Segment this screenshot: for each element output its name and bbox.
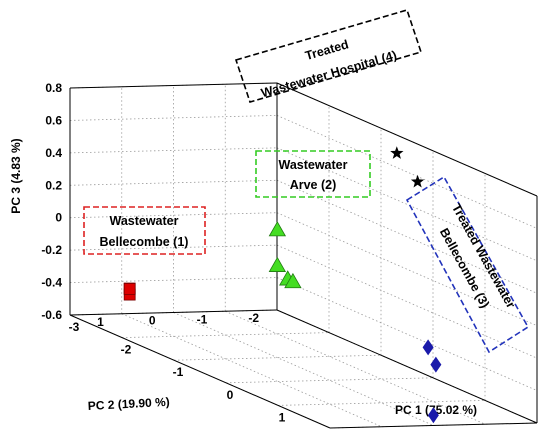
floor-grid-line: [225, 377, 434, 384]
x-tick-label: -3: [69, 320, 80, 334]
axis-edge: [69, 309, 278, 316]
annotation-bellecombe: Wastewater Bellecombe (1): [83, 206, 206, 255]
arve-point: [268, 256, 287, 272]
axis-edge: [329, 422, 538, 429]
annotation-box-hospital: [234, 9, 423, 103]
annotation-hospital: Treated Wastewater Hospital (4): [234, 9, 423, 103]
z-tick-label: -0.4: [41, 276, 62, 290]
back-wall-grid-line: [276, 147, 538, 262]
left-wall-grid-line: [69, 244, 278, 251]
axes-box: [69, 82, 538, 429]
left-wall-grid-line: [69, 115, 278, 121]
tick-labels: -3-2-1012-2-101-0.6-0.4-0.200.20.40.60.8: [41, 81, 337, 434]
y-axis-title: PC 2 (19.90 %): [87, 395, 170, 413]
bellecombe-point: [123, 283, 136, 295]
hospital-point: [410, 174, 425, 188]
treated_bellecombe-point: [422, 339, 434, 356]
treated_bellecombe-point: [427, 407, 439, 424]
back-wall-grid-line: [276, 212, 538, 327]
x-tick-label: 0: [227, 388, 234, 402]
floor-grid-line: [225, 310, 486, 425]
annotation-treated-bellecombe: Treated Wastewater Bellecombe (3): [405, 175, 530, 354]
back-wall-grid-line: [276, 277, 538, 391]
y-tick-label: -2: [248, 311, 259, 325]
z-tick-label: 0.2: [45, 178, 62, 192]
axis-edge: [276, 82, 538, 197]
grid-layer: [69, 82, 538, 429]
y-tick-label: 1: [97, 315, 104, 329]
y-tick-label: 0: [149, 314, 156, 328]
x-tick-label: -2: [121, 343, 132, 357]
annotation-box-treated-bellecombe: [405, 175, 530, 354]
left-wall-grid-line: [69, 277, 278, 283]
treated_bellecombe-point: [430, 356, 442, 373]
z-tick-label: 0: [55, 211, 62, 225]
x-tick-label: 1: [279, 410, 286, 424]
z-axis-title: PC 3 (4.83 %): [9, 138, 23, 213]
floor-grid-line: [173, 354, 382, 361]
z-tick-label: 0.4: [45, 146, 62, 160]
left-wall-grid-line: [69, 212, 278, 219]
z-tick-label: 0.6: [45, 113, 62, 127]
axis-edge: [276, 309, 538, 424]
left-wall-grid-line: [69, 147, 278, 154]
x-axis-title: PC 1 (75.02 %): [395, 403, 477, 417]
annotation-box-bellecombe: [83, 206, 206, 255]
back-wall-grid-line: [276, 244, 538, 359]
x-tick-label: -1: [173, 365, 184, 379]
axis-edge: [69, 314, 331, 429]
annotation-bellecombe-line2: Bellecombe (1): [100, 235, 189, 249]
floor-grid-line: [121, 332, 330, 338]
back-wall-grid-line: [276, 179, 538, 294]
floor-grid-line: [173, 312, 434, 426]
annotation-bellecombe-line1: Wastewater: [109, 214, 178, 228]
axis-edge: [69, 82, 278, 89]
annotation-hospital-line1: Treated: [304, 37, 351, 63]
y-tick-label: -1: [197, 312, 208, 326]
annotation-arve-line1: Wastewater: [278, 158, 347, 172]
arve-point: [268, 221, 287, 237]
annotation-arve: Wastewater Arve (2): [255, 150, 371, 198]
z-tick-label: -0.2: [41, 243, 62, 257]
arve-point: [284, 272, 302, 289]
z-tick-label: -0.6: [41, 308, 62, 322]
z-tick-label: 0.8: [45, 81, 62, 95]
annotation-arve-line2: Arve (2): [290, 178, 337, 192]
floor-grid-line: [121, 313, 382, 428]
back-wall-grid-line: [276, 115, 538, 229]
data-markers: [123, 146, 442, 424]
left-wall-grid-line: [69, 179, 278, 186]
hospital-point: [390, 146, 404, 159]
floor-grid-line: [277, 400, 486, 406]
annotation-box-arve: [255, 150, 371, 198]
